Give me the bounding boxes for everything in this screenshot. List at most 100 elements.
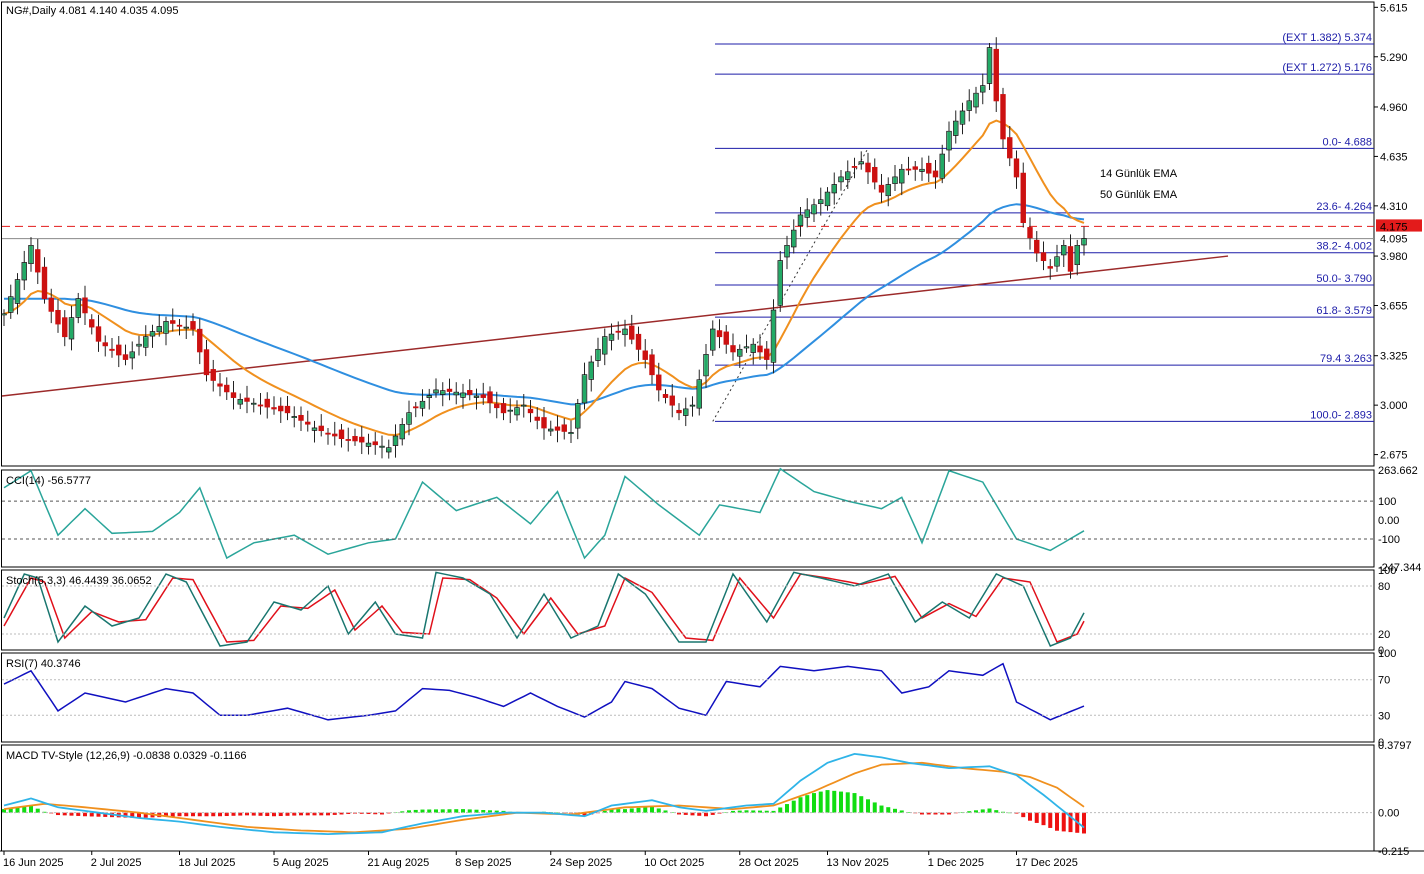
cci-axis-label: 100 [1378, 496, 1396, 508]
candle-bear [48, 297, 54, 312]
price-axis-label: 4.635 [1380, 151, 1408, 163]
macd-hist-bar [164, 812, 168, 817]
macd-hist-bar [629, 808, 634, 813]
macd-hist-bar [967, 811, 972, 813]
macd-hist-bar [285, 812, 290, 816]
main-header: NG#,Daily 4.081 4.140 4.035 4.095 [6, 5, 178, 17]
macd-hist-bar [373, 812, 378, 815]
stoch-main-line [3, 571, 1085, 647]
macd-hist-bar [76, 812, 81, 816]
candle-bear [244, 397, 250, 402]
candle-bull-fill [947, 131, 951, 150]
candle-bull-fill [825, 192, 830, 206]
price-axis-label: 4.960 [1380, 102, 1408, 114]
macd-hist-bar [191, 812, 195, 817]
fib-swing-line [712, 148, 869, 422]
macd-hist-bar [758, 810, 762, 813]
candle-bull-fill [886, 185, 891, 196]
macd-header: MACD TV-Style (12,26,9) -0.0838 0.0329 -… [6, 750, 247, 762]
macd-hist-bar [1048, 812, 1053, 828]
macd-hist-bar [474, 809, 479, 813]
candle-bear [912, 166, 918, 170]
candle-bear [55, 309, 61, 325]
candle-bull-fill [137, 344, 141, 346]
time-axis-label: 2 Jul 2025 [91, 857, 142, 869]
candle-bear [413, 406, 419, 409]
time-axis-label: 13 Nov 2025 [827, 857, 889, 869]
candle-bull-fill [974, 93, 978, 107]
macd-hist-bar [805, 795, 810, 813]
macd-hist-bar [488, 810, 492, 813]
candle-bull-fill [29, 245, 33, 264]
macd-hist-bar [974, 810, 978, 813]
candle-bear [197, 328, 203, 353]
candle-bull-fill [440, 391, 445, 394]
time-axis-label: 16 Jun 2025 [3, 857, 64, 869]
macd-hist-bar [299, 812, 303, 816]
candle-bear [865, 162, 871, 173]
macd-hist-bar [339, 812, 344, 815]
candle-bear [764, 348, 770, 360]
macd-hist-bar [89, 812, 94, 817]
macd-hist-bar [434, 809, 438, 813]
time-axis-label: 17 Dec 2025 [1016, 857, 1078, 869]
candle-bull-fill [683, 409, 688, 415]
candle-bear [82, 297, 88, 314]
candle-bear [635, 333, 642, 350]
macd-hist-bar [1028, 812, 1032, 821]
macd-hist-bar [771, 810, 776, 813]
candle-bear [62, 317, 68, 338]
macd-axis-label: -0.215 [1378, 846, 1409, 858]
macd-hist-bar [184, 812, 189, 817]
price-axis-label: 5.615 [1380, 2, 1408, 14]
candle-bear [993, 48, 999, 102]
macd-hist-bar [636, 807, 641, 813]
candle-bull-fill [960, 111, 965, 124]
candle-bear [534, 416, 540, 421]
candle-bull-fill [407, 413, 411, 424]
candle-bull-fill [461, 393, 465, 397]
candle-bear [662, 394, 669, 398]
candle-bear [278, 405, 284, 412]
legend-ema50: 50 Günlük EMA [1100, 189, 1178, 201]
macd-hist-bar [879, 805, 884, 813]
macd-hist-bar [812, 793, 816, 813]
macd-hist-bar [791, 800, 796, 813]
macd-hist-bar [258, 812, 263, 816]
macd-hist-bar [494, 810, 499, 813]
fib-level-label: 23.6- 4.264 [1316, 201, 1372, 213]
candle-bear [446, 388, 453, 392]
macd-hist-bar [643, 807, 648, 813]
candle-bear [257, 404, 264, 407]
macd-hist-bar [400, 811, 405, 813]
fib-level-label: 50.0- 3.790 [1316, 273, 1372, 285]
macd-hist-bar [994, 810, 999, 813]
candle-bull-fill [940, 154, 945, 178]
macd-hist-bar [467, 809, 472, 813]
fib-level-label: (EXT 1.382) 5.374 [1282, 32, 1372, 44]
time-axis-label: 8 Sep 2025 [455, 857, 511, 869]
cci-axis-label: -100 [1378, 534, 1400, 546]
candle-bull-fill [150, 332, 155, 336]
candle-bear [284, 405, 291, 414]
macd-hist-bar [123, 812, 128, 818]
candle-bull-fill [434, 390, 438, 393]
candle-bear [345, 439, 351, 441]
macd-hist-bar [1082, 812, 1086, 834]
candle-bear [723, 331, 729, 345]
candle-bear [1027, 227, 1033, 239]
macd-axis-label: 0.3797 [1378, 740, 1412, 752]
candle-bear [716, 330, 723, 338]
rsi-axis-label: 30 [1378, 710, 1390, 722]
macd-hist-bar [22, 806, 27, 813]
macd-hist-bar [177, 812, 182, 817]
candle-bull-fill [818, 200, 823, 204]
macd-hist-bar [555, 812, 560, 814]
candle-bull-fill [778, 261, 783, 305]
candle-bear [629, 325, 635, 340]
macd-hist-bar [737, 810, 742, 813]
candle-bear [757, 345, 763, 353]
macd-hist-bar [413, 809, 418, 813]
